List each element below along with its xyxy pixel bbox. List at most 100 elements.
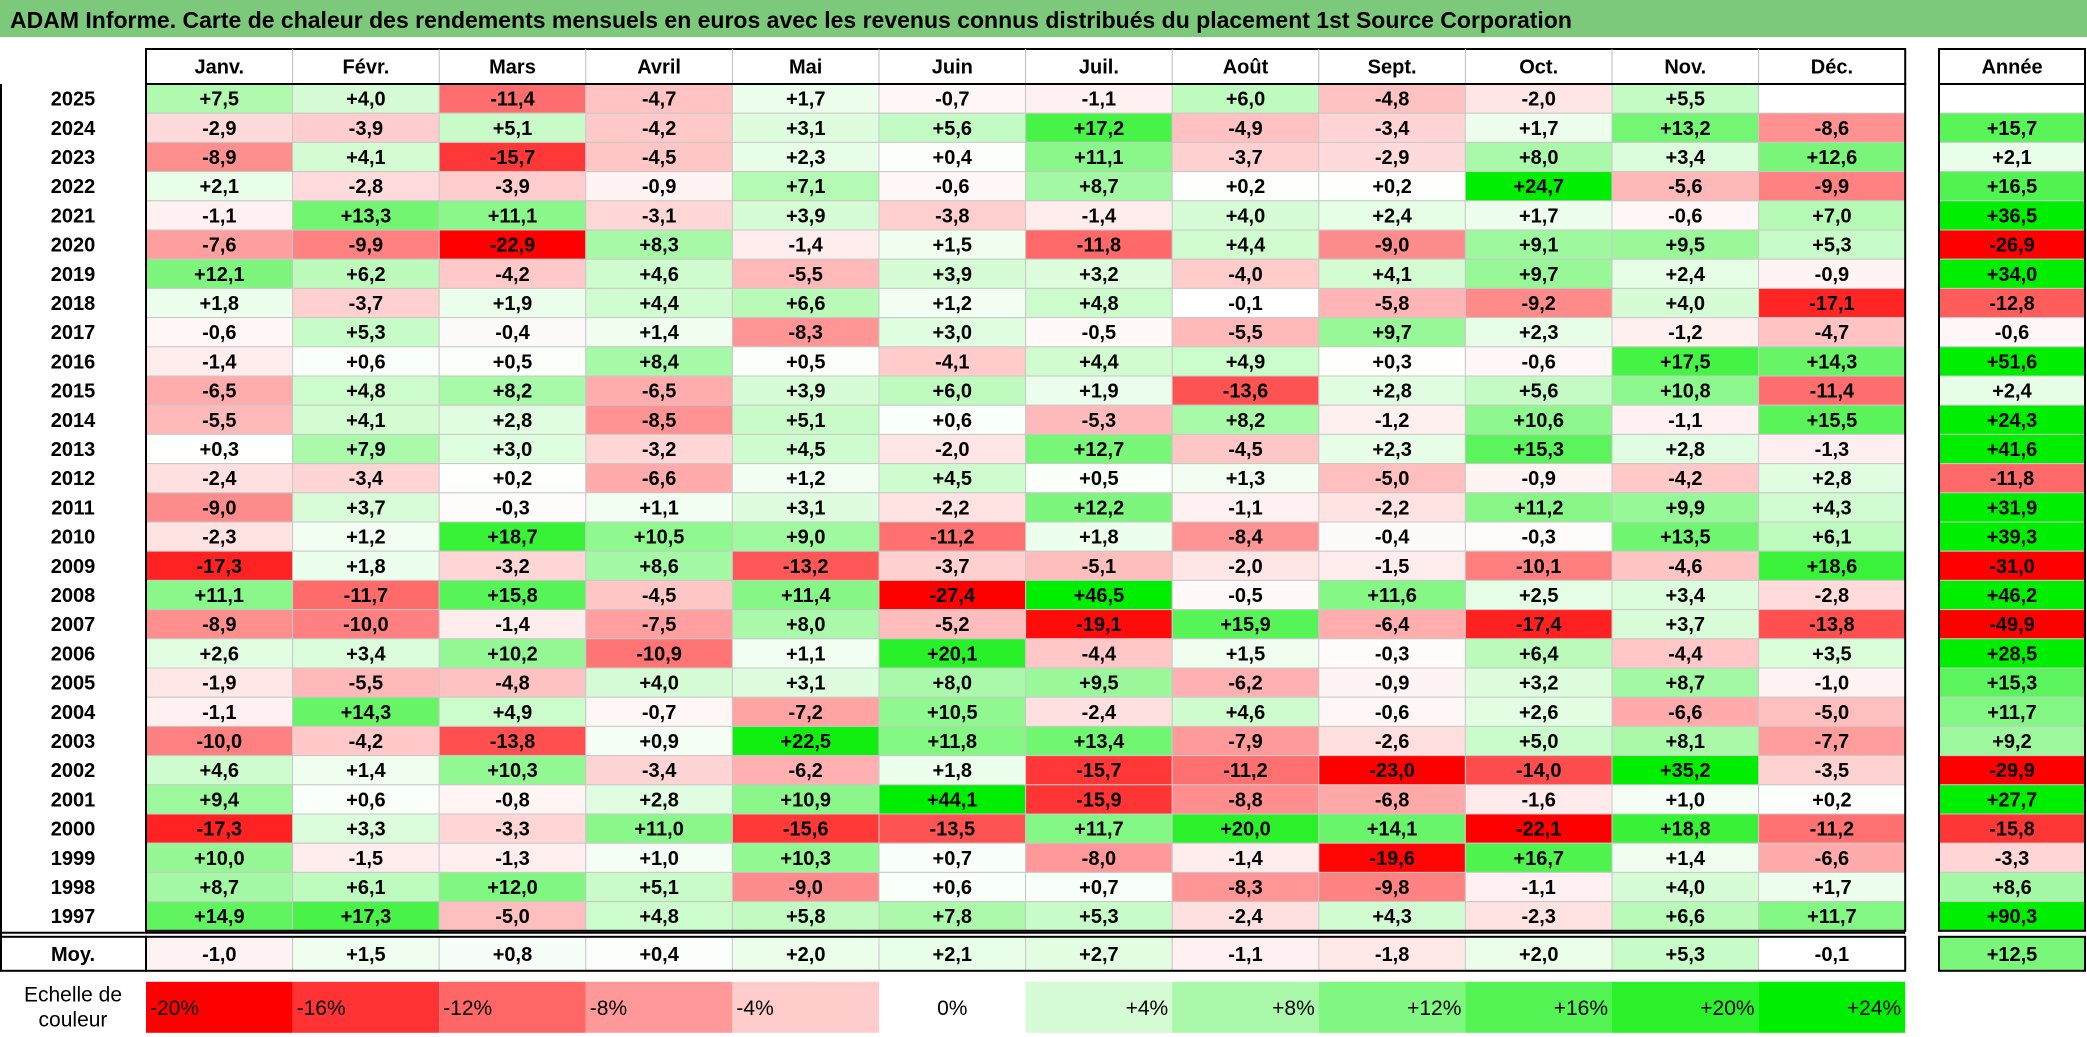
heat-cell (1464, 579, 1613, 611)
heat-cell-value: -0,7 (935, 89, 969, 111)
heat-cell-value: -9,0 (202, 497, 236, 519)
average-cell-value: -0,1 (1815, 944, 1849, 966)
heat-cell (438, 404, 587, 435)
heat-cell (292, 638, 440, 669)
heat-cell (1318, 725, 1466, 757)
heat-cell (145, 667, 294, 698)
heat-cell (1464, 112, 1613, 143)
heat-cell (1611, 258, 1760, 289)
heat-cell-value: -7,2 (788, 702, 822, 724)
heat-cell (145, 755, 294, 786)
heat-cell (1171, 375, 1320, 406)
heat-cell (1758, 871, 1906, 903)
heat-cell-value: +8,7 (200, 877, 239, 899)
annual-cell-value: +2,4 (1992, 381, 2032, 403)
heat-cell (1611, 317, 1760, 348)
heat-cell (585, 609, 733, 640)
heat-cell-value: -0,6 (1521, 351, 1555, 373)
heat-cell-value: +1,5 (1226, 643, 1265, 665)
heat-cell (1464, 871, 1613, 903)
heat-cell-value: +1,0 (639, 848, 678, 870)
annual-average-value: +12,5 (1987, 944, 2038, 966)
heat-cell (438, 112, 587, 143)
heat-cell-value: +0,2 (1812, 789, 1851, 811)
heat-cell (878, 755, 1027, 786)
heat-cell (292, 755, 440, 786)
heat-cell (585, 579, 733, 611)
heat-cell (1464, 200, 1613, 231)
heat-cell-value: -23,0 (1369, 760, 1415, 782)
heat-cell-value: -4,8 (1375, 89, 1409, 111)
heat-cell (1318, 258, 1466, 289)
heat-cell-value: +4,8 (1079, 293, 1118, 315)
heat-cell (1171, 784, 1320, 815)
heat-cell (1025, 287, 1173, 319)
heat-cell (585, 112, 733, 143)
year-label-2019: 2019 (51, 264, 96, 286)
heat-cell (1171, 492, 1320, 523)
color-scale-stop: -20% (150, 997, 199, 1020)
heat-cell-value: -0,6 (202, 322, 236, 344)
heat-cell (1758, 521, 1906, 552)
heat-cell-value: -9,9 (1815, 176, 1849, 198)
heat-cell-value: +2,3 (786, 147, 825, 169)
year-label-2004: 2004 (51, 702, 96, 724)
heat-cell-value: +5,3 (346, 322, 385, 344)
heat-cell-value: +8,0 (1519, 147, 1558, 169)
year-label-2011: 2011 (51, 497, 94, 519)
heat-cell (1318, 375, 1466, 406)
heat-cell-value: +1,7 (1519, 205, 1558, 227)
month-header-3: Mars (489, 57, 536, 79)
heat-cell-value: +17,5 (1660, 351, 1711, 373)
heat-cell-value: -5,5 (202, 410, 236, 432)
heat-cell-value: +5,6 (1519, 381, 1558, 403)
annual-cell-value: -0,6 (1995, 322, 2029, 344)
color-scale-stop: -12% (443, 997, 492, 1020)
heat-cell-value: -4,2 (495, 264, 529, 286)
heat-cell (1611, 901, 1760, 932)
heat-cell (1611, 141, 1760, 173)
heat-cell (1464, 287, 1613, 319)
year-label-2020: 2020 (51, 235, 96, 257)
heat-cell-value: +9,1 (1519, 235, 1558, 257)
heat-cell (1318, 579, 1466, 611)
annual-cell-value: +31,9 (1987, 497, 2038, 519)
heat-cell-value: +3,3 (346, 819, 385, 841)
average-cell-value: +5,3 (1666, 944, 1705, 966)
heat-cell (1611, 696, 1760, 727)
heat-cell-value: -3,2 (495, 556, 529, 578)
heat-cell-value: -1,4 (1228, 848, 1263, 870)
heat-cell-value: +1,5 (933, 235, 972, 257)
heat-cell-value: +14,3 (1807, 351, 1858, 373)
heat-cell-value: -4,6 (1668, 556, 1702, 578)
heat-cell-value: +12,1 (194, 264, 245, 286)
heat-cell (438, 346, 587, 377)
heat-cell-value: +11,8 (928, 731, 978, 753)
average-cell-value: +0,4 (639, 944, 679, 966)
heat-cell (1611, 609, 1760, 640)
heat-cell-value: +1,7 (786, 89, 825, 111)
heat-cell (878, 784, 1027, 815)
heat-cell (145, 463, 294, 494)
heat-cell (1171, 258, 1320, 289)
heat-cell (1758, 696, 1906, 727)
heat-cell-value: +5,3 (1079, 906, 1118, 928)
heat-cell-value: -4,5 (642, 585, 676, 607)
heat-cell-value: +4,6 (200, 760, 239, 782)
heat-cell (1464, 229, 1613, 260)
heat-cell (1318, 871, 1466, 903)
annual-cell-value: -11,8 (1990, 468, 2034, 490)
heat-cell-value: -0,1 (1228, 293, 1262, 315)
year-label-2015: 2015 (51, 381, 96, 403)
heat-cell-value: +9,9 (1666, 497, 1705, 519)
heat-cell-value: +5,5 (1666, 89, 1705, 111)
heat-cell-value: -6,5 (642, 381, 676, 403)
heat-cell-value: +20,0 (1220, 819, 1271, 841)
heat-cell-value: -1,5 (349, 848, 383, 870)
heat-cell-value: +6,2 (346, 264, 385, 286)
heat-cell-value: +22,5 (780, 731, 831, 753)
heat-cell-value: -2,8 (1815, 585, 1849, 607)
heat-cell-value: -15,6 (783, 819, 829, 841)
heat-cell-value: +5,6 (933, 118, 972, 140)
heat-cell (292, 492, 440, 523)
